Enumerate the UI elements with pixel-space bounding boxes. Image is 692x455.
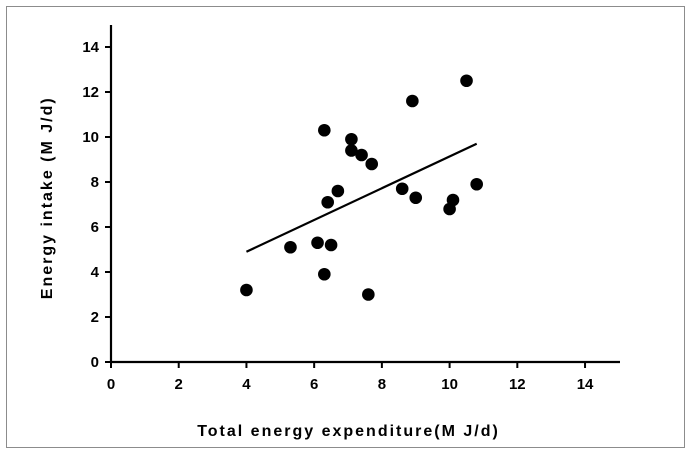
x-tick-label: 12	[509, 376, 526, 393]
data-point	[324, 238, 338, 252]
data-point	[321, 195, 335, 209]
y-tick-label: 8	[91, 174, 99, 191]
data-point	[311, 236, 324, 250]
x-tick-label: 6	[310, 376, 318, 393]
x-tick-label: 2	[175, 376, 183, 393]
y-tick-label: 14	[82, 39, 99, 56]
x-tick-label: 14	[577, 376, 594, 393]
data-point	[331, 184, 345, 198]
data-point	[284, 240, 297, 254]
data-point	[365, 157, 379, 171]
data-point	[470, 177, 483, 191]
data-point	[355, 148, 368, 162]
data-point	[345, 144, 358, 157]
data-point	[446, 193, 460, 207]
x-tick-label: 4	[242, 376, 251, 393]
x-tick-label: 10	[441, 376, 458, 393]
x-tick-label: 0	[107, 376, 115, 393]
data-point	[362, 288, 375, 301]
y-tick-label: 2	[91, 309, 99, 326]
data-point	[406, 94, 419, 108]
x-tick-label: 8	[378, 376, 386, 393]
regression-line	[245, 142, 478, 253]
data-point	[409, 191, 423, 205]
data-point	[318, 267, 331, 281]
y-axis-title: Energy intake (M J/d)	[39, 96, 56, 299]
x-axis-title: Total energy expenditure(M J/d)	[197, 423, 500, 440]
data-point	[345, 132, 358, 146]
data-point	[240, 283, 253, 297]
y-tick-label: 10	[82, 129, 99, 146]
chart-frame	[6, 6, 685, 448]
y-tick-label: 6	[91, 219, 99, 236]
y-tick-label: 4	[91, 264, 100, 281]
data-point	[318, 123, 331, 137]
data-point	[460, 74, 473, 88]
y-tick-label: 0	[91, 354, 99, 371]
y-tick-label: 12	[82, 84, 99, 101]
data-point	[395, 182, 409, 196]
